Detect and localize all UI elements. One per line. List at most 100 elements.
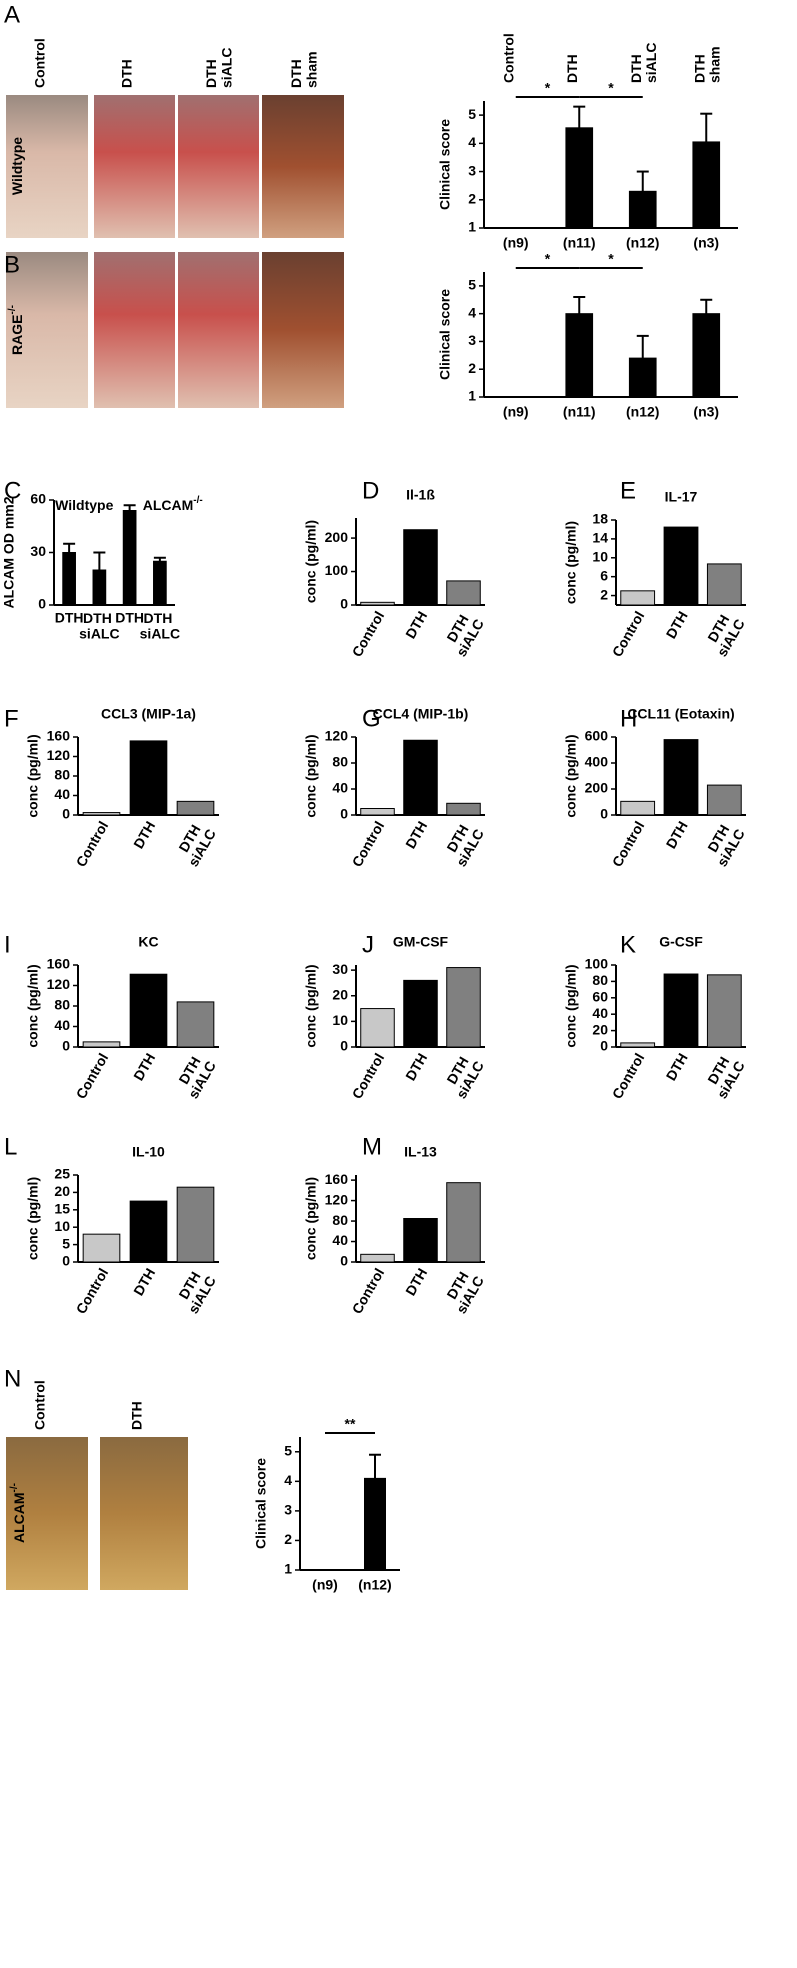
bar	[360, 1253, 395, 1263]
panel-letter: N	[4, 1365, 21, 1392]
y-tick-label: 4	[468, 134, 476, 150]
x-tick-label: DTH	[55, 610, 84, 626]
label-text: ALCAM	[143, 497, 194, 513]
y-axis-label: conc (pg/ml)	[303, 520, 319, 603]
y-tick-label: 20	[592, 1021, 608, 1037]
y-tick-label: 20	[54, 1183, 70, 1199]
x-tick-label: DTH	[402, 1050, 430, 1083]
chart-title: GM-CSF	[393, 934, 449, 950]
y-tick-label: 30	[332, 961, 348, 977]
y-axis-label: Clinical score	[437, 289, 453, 380]
n-label: (n12)	[626, 235, 659, 251]
photo	[100, 1437, 188, 1590]
y-tick-label: 60	[592, 989, 608, 1005]
y-tick-label: 80	[332, 754, 348, 770]
bar	[82, 1041, 121, 1048]
y-tick-label: 1	[284, 1561, 292, 1577]
y-tick-label: 0	[62, 1253, 70, 1269]
y-tick-label: 10	[592, 548, 608, 564]
panel-letter: A	[4, 1, 20, 28]
y-tick-label: 10	[332, 1012, 348, 1028]
significance-label: **	[345, 1416, 356, 1432]
bar	[82, 812, 121, 816]
x-tick-label: DTH	[564, 54, 580, 83]
significance-label: *	[545, 80, 551, 96]
bar	[360, 1008, 395, 1048]
x-tick-label: DTH siALC	[700, 1050, 747, 1101]
text-line: DTH	[691, 50, 707, 83]
y-tick-label: 80	[54, 997, 70, 1013]
y-tick-label: 5	[468, 106, 476, 122]
y-tick-label: 40	[54, 1017, 70, 1033]
label-text: RAGE	[9, 315, 25, 355]
y-tick-label: 3	[284, 1502, 292, 1518]
panel-letter: L	[4, 1133, 17, 1160]
bar	[565, 127, 594, 229]
group-label: ALCAM-/-	[143, 495, 203, 513]
text-line: DTH	[144, 610, 177, 626]
bar	[129, 740, 168, 816]
n-label: (n9)	[503, 235, 529, 251]
text-line: sham	[706, 46, 722, 83]
photo	[178, 252, 259, 408]
y-tick-label: 100	[585, 956, 609, 972]
panel-letter: K	[620, 931, 636, 958]
n-label: (n3)	[693, 235, 719, 251]
text-line: DTH	[203, 55, 219, 88]
y-tick-label: 0	[62, 1038, 70, 1054]
photo	[262, 252, 344, 408]
bar	[620, 1042, 656, 1048]
y-tick-label: 20	[332, 986, 348, 1002]
chart-title: KC	[138, 934, 158, 950]
y-axis-label: conc (pg/ml)	[303, 1177, 319, 1260]
y-tick-label: 0	[600, 1038, 608, 1054]
y-tick-label: 25	[54, 1166, 70, 1182]
label-sup: -/-	[193, 495, 202, 506]
y-tick-label: 0	[38, 596, 46, 612]
y-axis-label: conc (pg/ml)	[303, 964, 319, 1047]
panel-letter: F	[4, 705, 19, 732]
y-axis-label: Clinical score	[253, 1458, 269, 1549]
bar	[129, 1200, 168, 1263]
y-tick-label: 80	[592, 972, 608, 988]
x-tick-label: DTH siALC	[700, 818, 747, 869]
y-tick-label: 160	[47, 956, 71, 972]
chart-title: CCL3 (MIP-1a)	[101, 706, 196, 722]
bar	[628, 190, 657, 229]
x-tick-label: DTH	[663, 608, 691, 641]
bar	[403, 1218, 438, 1263]
text-line: siALC	[79, 625, 119, 641]
y-tick-label: 0	[340, 1253, 348, 1269]
photo	[6, 252, 88, 408]
panel-letter: I	[4, 931, 11, 958]
y-axis-label: Clinical score	[437, 119, 453, 210]
text-line: DTH	[627, 50, 643, 83]
n-label: (n3)	[693, 404, 719, 420]
x-tick-label: Control	[609, 1050, 648, 1101]
photo-column-label: DTH	[119, 59, 135, 88]
n-label: (n11)	[563, 235, 596, 251]
chart-title: IL-10	[132, 1144, 165, 1160]
bar	[628, 357, 657, 398]
photo	[178, 95, 259, 238]
bar	[62, 552, 76, 606]
x-tick-label: Control	[349, 608, 388, 659]
text-line: siALC	[218, 48, 234, 88]
bar	[403, 979, 438, 1048]
bar	[663, 973, 699, 1048]
y-tick-label: 15	[54, 1201, 70, 1217]
x-tick-label: DTH	[663, 818, 691, 851]
x-tick-label: Control	[349, 818, 388, 869]
y-axis-label: conc (pg/ml)	[25, 734, 41, 817]
bar	[129, 973, 168, 1048]
y-tick-label: 5	[284, 1442, 292, 1458]
photo-column-label: DTH siALC	[203, 48, 234, 88]
label-text: Wildtype	[55, 497, 113, 513]
chart-title: Il-1ß	[406, 487, 435, 503]
bar	[360, 808, 395, 816]
x-tick-label: DTH sham	[691, 46, 722, 83]
bar	[360, 601, 395, 606]
label-sup: -/-	[7, 305, 18, 314]
photo	[262, 95, 344, 238]
